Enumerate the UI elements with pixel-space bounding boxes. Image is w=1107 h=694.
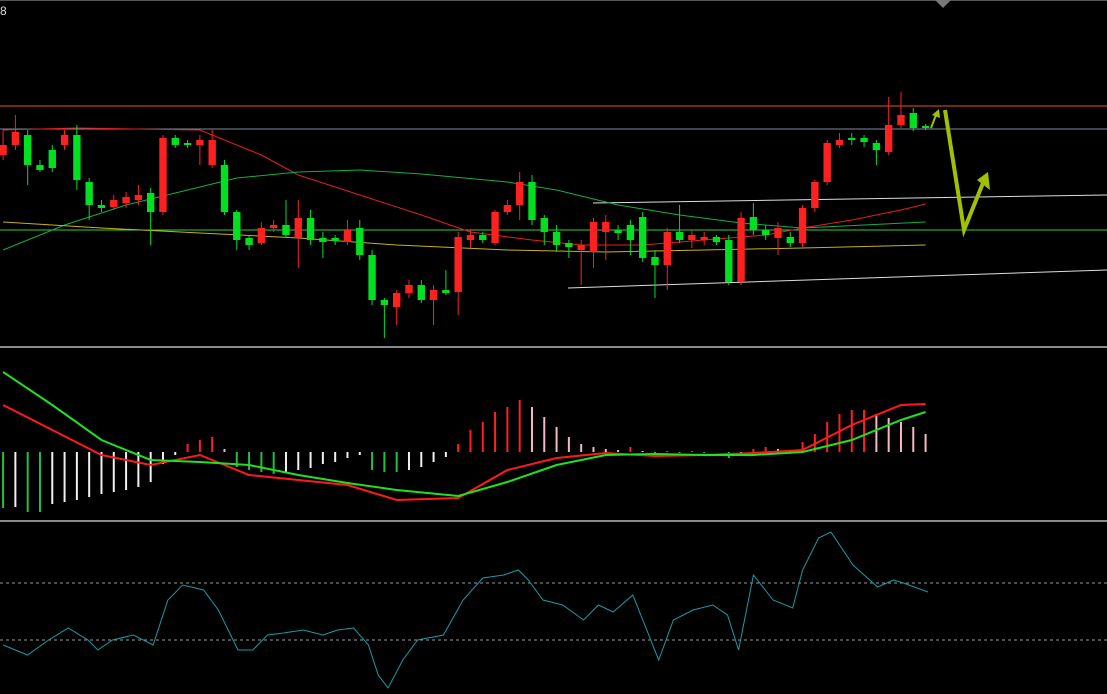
candle-body: [343, 230, 352, 242]
candle-body: [454, 237, 462, 292]
candle-body: [761, 230, 770, 235]
candle-body: [577, 245, 585, 250]
candle-body: [835, 140, 844, 145]
candle-body: [392, 293, 401, 307]
candle-body: [897, 115, 905, 125]
candle-body: [23, 135, 32, 165]
candle-body: [159, 138, 167, 212]
trend-line: [592, 194, 1107, 204]
candle-body: [638, 217, 647, 258]
candle-body: [220, 165, 229, 212]
indicator-line: [2, 169, 926, 251]
candle-body: [48, 150, 56, 168]
candle-body: [811, 182, 819, 208]
candle-body: [380, 300, 389, 305]
indicator-line: [3, 127, 926, 246]
candle-body: [737, 218, 745, 282]
candle-body: [417, 285, 425, 300]
forecast-path: [943, 109, 987, 238]
candle-body: [774, 228, 782, 238]
candle-body: [503, 205, 512, 212]
candle-body: [233, 212, 241, 240]
candle-body: [282, 225, 290, 235]
candle-body: [269, 225, 278, 228]
candle-body: [602, 222, 610, 232]
forecast-arrows: [930, 109, 990, 238]
corner-label: 8: [0, 4, 7, 18]
candle-body: [884, 125, 893, 152]
candle-body: [442, 290, 450, 293]
candle-body: [122, 197, 130, 203]
candle-body: [319, 238, 327, 242]
candle-body: [565, 243, 573, 247]
candle-body: [651, 257, 659, 265]
candle-body: [110, 200, 118, 207]
candle-body: [60, 135, 69, 145]
trend-line: [567, 269, 1107, 289]
candle-body: [626, 225, 635, 240]
scroll-marker: [935, 0, 951, 8]
candle-body: [196, 140, 204, 145]
candle-body: [540, 218, 548, 232]
candle-body: [860, 138, 868, 142]
candle-body: [700, 237, 708, 240]
candle-body: [786, 237, 794, 243]
candle-body: [688, 235, 696, 240]
candle-body: [85, 182, 93, 205]
candle-body: [208, 140, 216, 165]
candle-body: [183, 143, 192, 145]
candle-body: [245, 238, 253, 245]
indicator-line: [2, 403, 926, 502]
candle-body: [872, 143, 881, 150]
candle-body: [146, 193, 155, 212]
candle-body: [356, 228, 364, 255]
candle-body: [36, 165, 44, 170]
candle-body: [97, 205, 106, 208]
candle-body: [0, 145, 7, 155]
candle-body: [589, 222, 598, 252]
candle-body: [479, 235, 487, 240]
candle-body: [798, 208, 807, 243]
candle-body: [306, 218, 315, 240]
candle-body: [528, 182, 536, 220]
arrow-head: [932, 109, 940, 118]
candle-body: [515, 182, 524, 205]
candle-body: [466, 235, 475, 240]
candle-body: [614, 230, 622, 233]
candle-body: [712, 237, 721, 242]
candle-body: [171, 138, 179, 145]
candle-body: [749, 217, 758, 230]
candle-body: [663, 232, 671, 265]
candle-body: [491, 212, 499, 243]
candle-body: [134, 195, 143, 200]
candle-body: [429, 290, 438, 300]
indicator-line: [2, 371, 926, 498]
candle-body: [675, 232, 684, 240]
candle-body: [11, 132, 20, 145]
candle-body: [823, 143, 831, 182]
candle-body: [294, 218, 302, 238]
candle-body: [909, 113, 917, 128]
candle-body: [552, 232, 561, 245]
arrow-head: [977, 172, 990, 190]
candle-body: [331, 238, 339, 241]
candle-body: [73, 135, 81, 180]
candle-body: [405, 285, 413, 293]
candle-body: [848, 138, 856, 140]
candle-body: [921, 126, 930, 128]
candle-body: [257, 228, 266, 243]
indicator-line: [2, 531, 929, 689]
forecast-small: [930, 114, 937, 129]
candle-body: [368, 255, 376, 300]
candle-body: [725, 240, 733, 282]
